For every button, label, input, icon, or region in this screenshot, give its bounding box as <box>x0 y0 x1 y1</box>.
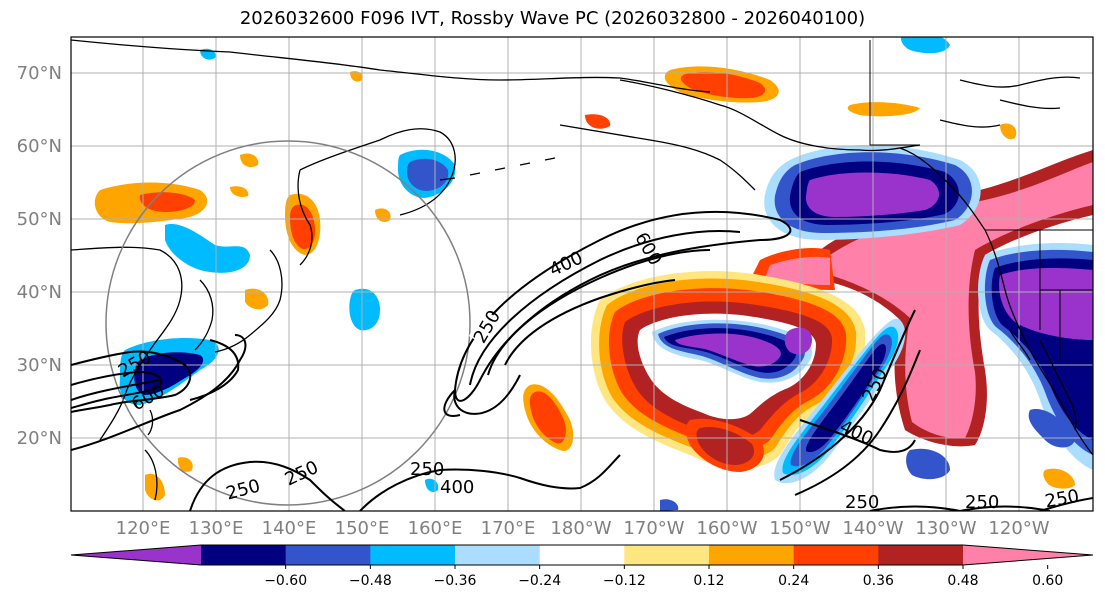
colorbar-tick-label: −0.60 <box>264 573 307 589</box>
latitude-labels: 70°N 60°N 50°N 40°N 30°N 20°N <box>17 63 62 449</box>
colorbar-outline <box>70 544 1094 566</box>
colorbar-tick-label: −0.24 <box>518 573 561 589</box>
contour-label: 250 <box>1043 486 1080 513</box>
colorbar-tick-label: 0.36 <box>863 573 894 589</box>
lon-label: 180°W <box>550 518 611 539</box>
colorbar-tick-label: −0.36 <box>434 573 477 589</box>
colorbar-segment <box>709 545 795 565</box>
colorbar: −0.60 −0.48 −0.36 −0.24 −0.12 0.12 0.24 0.36 0.4… <box>70 544 1094 589</box>
contour-label: 250 <box>410 459 444 480</box>
lon-label: 150°E <box>335 518 390 539</box>
colorbar-segment <box>793 545 879 565</box>
colorbar-tick-label: 0.24 <box>778 573 809 589</box>
lat-label: 30°N <box>17 355 62 376</box>
lon-label: 150°W <box>769 518 830 539</box>
longitude-labels: 120°E 130°E 140°E 150°E 160°E 170°E 180°… <box>116 518 1050 539</box>
map-title: 2026032600 F096 IVT, Rossby Wave PC (202… <box>239 8 866 29</box>
colorbar-segment <box>201 545 287 565</box>
contour-label: 400 <box>440 477 474 498</box>
lon-label: 130°W <box>915 518 976 539</box>
colorbar-segment <box>285 545 371 565</box>
colorbar-segment <box>624 545 710 565</box>
contour-label: 250 <box>965 492 999 513</box>
lon-label: 170°E <box>481 518 536 539</box>
colorbar-tick-label: 0.48 <box>947 573 978 589</box>
lon-label: 120°E <box>116 518 171 539</box>
coastlines <box>71 39 1093 501</box>
lon-label: 140°W <box>842 518 903 539</box>
lon-label: 140°E <box>262 518 317 539</box>
lon-label: 120°W <box>988 518 1049 539</box>
lat-label: 70°N <box>17 63 62 84</box>
colorbar-extend-low <box>71 545 201 565</box>
lat-label: 40°N <box>17 282 62 303</box>
colorbar-tick-label: 0.60 <box>1032 573 1063 589</box>
reference-circle <box>105 140 471 506</box>
lat-label: 60°N <box>17 136 62 157</box>
colorbar-tick-label: −0.12 <box>603 573 646 589</box>
colorbar-segment <box>455 545 541 565</box>
colorbar-segment <box>878 545 964 565</box>
lon-label: 160°E <box>408 518 463 539</box>
lat-label: 50°N <box>17 209 62 230</box>
colorbar-segment <box>370 545 456 565</box>
lon-label: 130°E <box>189 518 244 539</box>
anomaly-shading <box>94 37 1093 511</box>
lon-label: 170°W <box>623 518 684 539</box>
colorbar-extend-high <box>963 545 1093 565</box>
lon-label: 160°W <box>696 518 757 539</box>
lat-label: 20°N <box>17 428 62 449</box>
colorbar-tick-label: 0.12 <box>693 573 724 589</box>
colorbar-tick-label: −0.48 <box>349 573 392 589</box>
ivt-contours <box>71 210 1093 511</box>
plot-frame <box>70 36 1094 512</box>
colorbar-segment <box>539 545 625 565</box>
contour-label: 250 <box>845 492 879 513</box>
graticule <box>71 37 1093 511</box>
